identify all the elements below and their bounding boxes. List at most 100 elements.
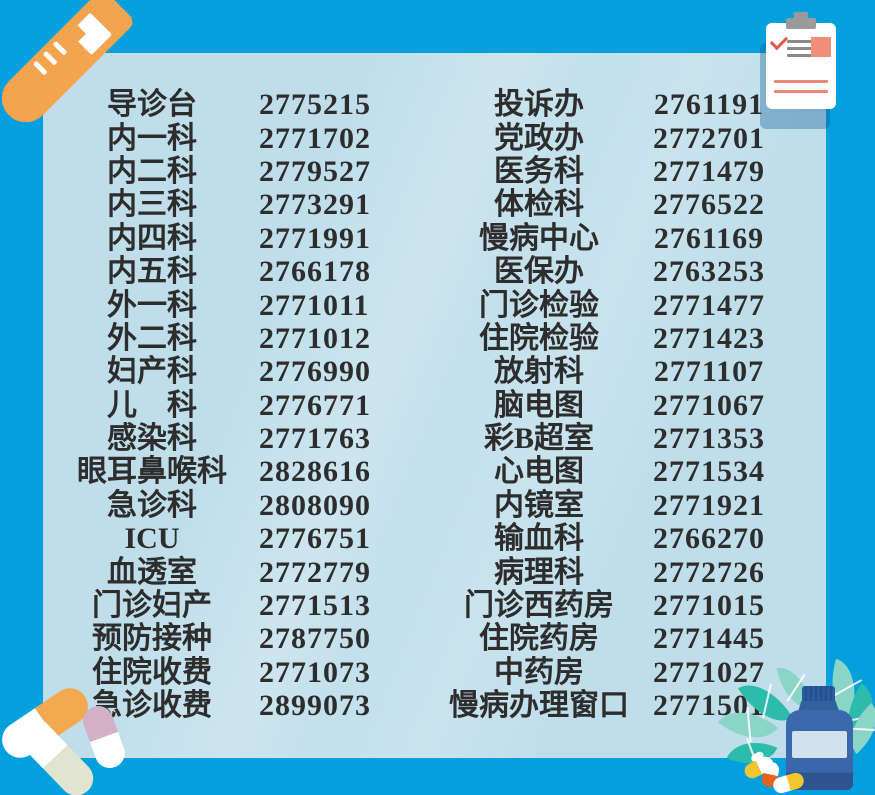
directory-right-column: 投诉办 2761191 党政办 2772701 医务科 2771479 体检科 … [430, 88, 770, 722]
phone-number: 2771763 [259, 422, 371, 456]
phone-number: 2771353 [653, 422, 765, 456]
directory-row: 住院收费 2771073 [45, 655, 371, 689]
directory-row: 内三科 2773291 [45, 188, 371, 222]
department-name: 输血科 [494, 522, 584, 556]
department-name: 住院收费 [92, 655, 212, 689]
directory-row: 党政办 2772701 [430, 121, 770, 155]
medicine-bottle-label [792, 731, 847, 758]
test-tube-graduation-mark [52, 40, 68, 56]
clipboard-text-line [787, 47, 819, 50]
directory-row: 输血科 2766270 [430, 522, 770, 555]
phone-number: 2771479 [653, 154, 765, 188]
department-name: 妇产科 [107, 355, 197, 389]
directory-row: 外一科 2771011 [45, 288, 369, 322]
directory-row: 彩B超室 2771353 [430, 422, 770, 455]
phone-number: 2771073 [259, 655, 371, 689]
directory-row: 急诊科 2808090 [45, 488, 371, 522]
department-name: 投诉办 [494, 88, 584, 122]
directory-row: 门诊检验 2771477 [430, 288, 770, 322]
directory-left-column: 导诊台 2775215 内一科 2771702 内二科 2779527 内三科 … [45, 88, 371, 723]
department-name: 内五科 [107, 255, 197, 289]
department-name: 外一科 [107, 288, 197, 322]
test-tube-label [69, 12, 113, 56]
test-tube-graduation-mark [42, 50, 58, 66]
department-name: 医保办 [494, 255, 584, 289]
department-name: 眼耳鼻喉科 [77, 455, 227, 489]
department-name: 门诊检验 [479, 288, 599, 322]
clipboard-text-line [787, 40, 819, 43]
phone-number: 2776990 [259, 355, 371, 389]
department-name: 门诊西药房 [464, 589, 614, 623]
clipboard-icon [766, 12, 836, 109]
directory-panel [43, 53, 826, 758]
phone-number: 2776522 [653, 188, 765, 222]
medicine-bottle-cap [802, 686, 835, 703]
clipboard-text-line [774, 80, 828, 83]
department-name: 病理科 [494, 555, 584, 589]
phone-number: 2771107 [653, 355, 765, 389]
department-name: 脑电图 [494, 388, 584, 422]
phone-number: 2772779 [259, 555, 371, 589]
phone-number: 2771991 [259, 221, 371, 255]
phone-number: 2773291 [259, 188, 371, 222]
department-name: 内镜室 [494, 488, 584, 522]
directory-row: 门诊西药房 2771015 [430, 589, 770, 622]
phone-number: 2771921 [653, 488, 765, 522]
department-name: 党政办 [494, 121, 584, 155]
directory-row: 内四科 2771991 [45, 221, 371, 255]
directory-row: 住院药房 2771445 [430, 622, 770, 655]
medicine-bottle-neck [798, 701, 839, 712]
directory-row: 内二科 2779527 [45, 154, 370, 188]
department-name: 感染科 [107, 422, 197, 456]
directory-row: 医保办 2763253 [430, 255, 770, 288]
directory-row: 眼耳鼻喉科 2828616 [45, 455, 371, 489]
phone-number: 2766178 [259, 255, 371, 289]
directory-row: 投诉办 2761191 [430, 88, 770, 121]
phone-number: 2776751 [259, 522, 371, 556]
directory-row: 血透室 2772779 [45, 555, 371, 589]
clipboard-text-line [787, 54, 819, 57]
department-name: ICU [124, 522, 180, 556]
department-name: 内三科 [107, 188, 197, 222]
directory-row: 预防接种 2787750 [45, 622, 371, 656]
department-name: 内二科 [107, 154, 197, 188]
directory-row: 内一科 2771702 [45, 121, 371, 155]
phone-number: 2771015 [653, 589, 765, 623]
department-name: 中药房 [494, 655, 584, 689]
directory-row: 放射科 2771107 [430, 355, 770, 388]
directory-row: 门诊妇产 2771513 [45, 589, 371, 623]
phone-number: 2761191 [653, 88, 765, 122]
department-name: 彩B超室 [483, 422, 594, 456]
directory-row: 内五科 2766178 [45, 255, 371, 289]
phone-number: 2776771 [259, 388, 371, 422]
directory-row: 感染科 2771763 [45, 422, 371, 456]
department-name: 心电图 [494, 455, 584, 489]
department-name: 住院检验 [479, 321, 599, 355]
department-name: 慢病中心 [479, 221, 599, 255]
phone-number: 2771067 [653, 388, 765, 422]
directory-row: 病理科 2772726 [430, 555, 770, 589]
directory-row: 急诊收费 2899073 [45, 689, 371, 723]
phone-number: 2808090 [259, 488, 371, 522]
department-name: 急诊科 [107, 488, 197, 522]
department-name: 内一科 [107, 121, 197, 155]
phone-number: 2787750 [259, 622, 371, 656]
clipboard-photo-square [811, 37, 831, 57]
phone-number: 2772726 [653, 555, 765, 589]
checkmark-icon [769, 31, 789, 51]
phone-number: 2771513 [259, 589, 371, 623]
directory-row: 住院检验 2771423 [430, 322, 770, 355]
phone-number: 2828616 [259, 455, 371, 489]
department-name: 内四科 [107, 221, 197, 255]
department-name: 体检科 [494, 188, 584, 222]
phone-number: 2761169 [653, 221, 765, 255]
directory-row: 医务科 2771479 [430, 155, 770, 188]
phone-number: 2899073 [259, 689, 371, 723]
phone-number: 2775215 [259, 88, 371, 122]
department-name: 血透室 [107, 555, 197, 589]
phone-number: 2771702 [259, 121, 371, 155]
test-tube-graduation-mark [32, 60, 48, 76]
department-name: 放射科 [494, 355, 584, 389]
department-name: 预防接种 [92, 622, 212, 656]
phone-number: 2771027 [653, 655, 765, 689]
